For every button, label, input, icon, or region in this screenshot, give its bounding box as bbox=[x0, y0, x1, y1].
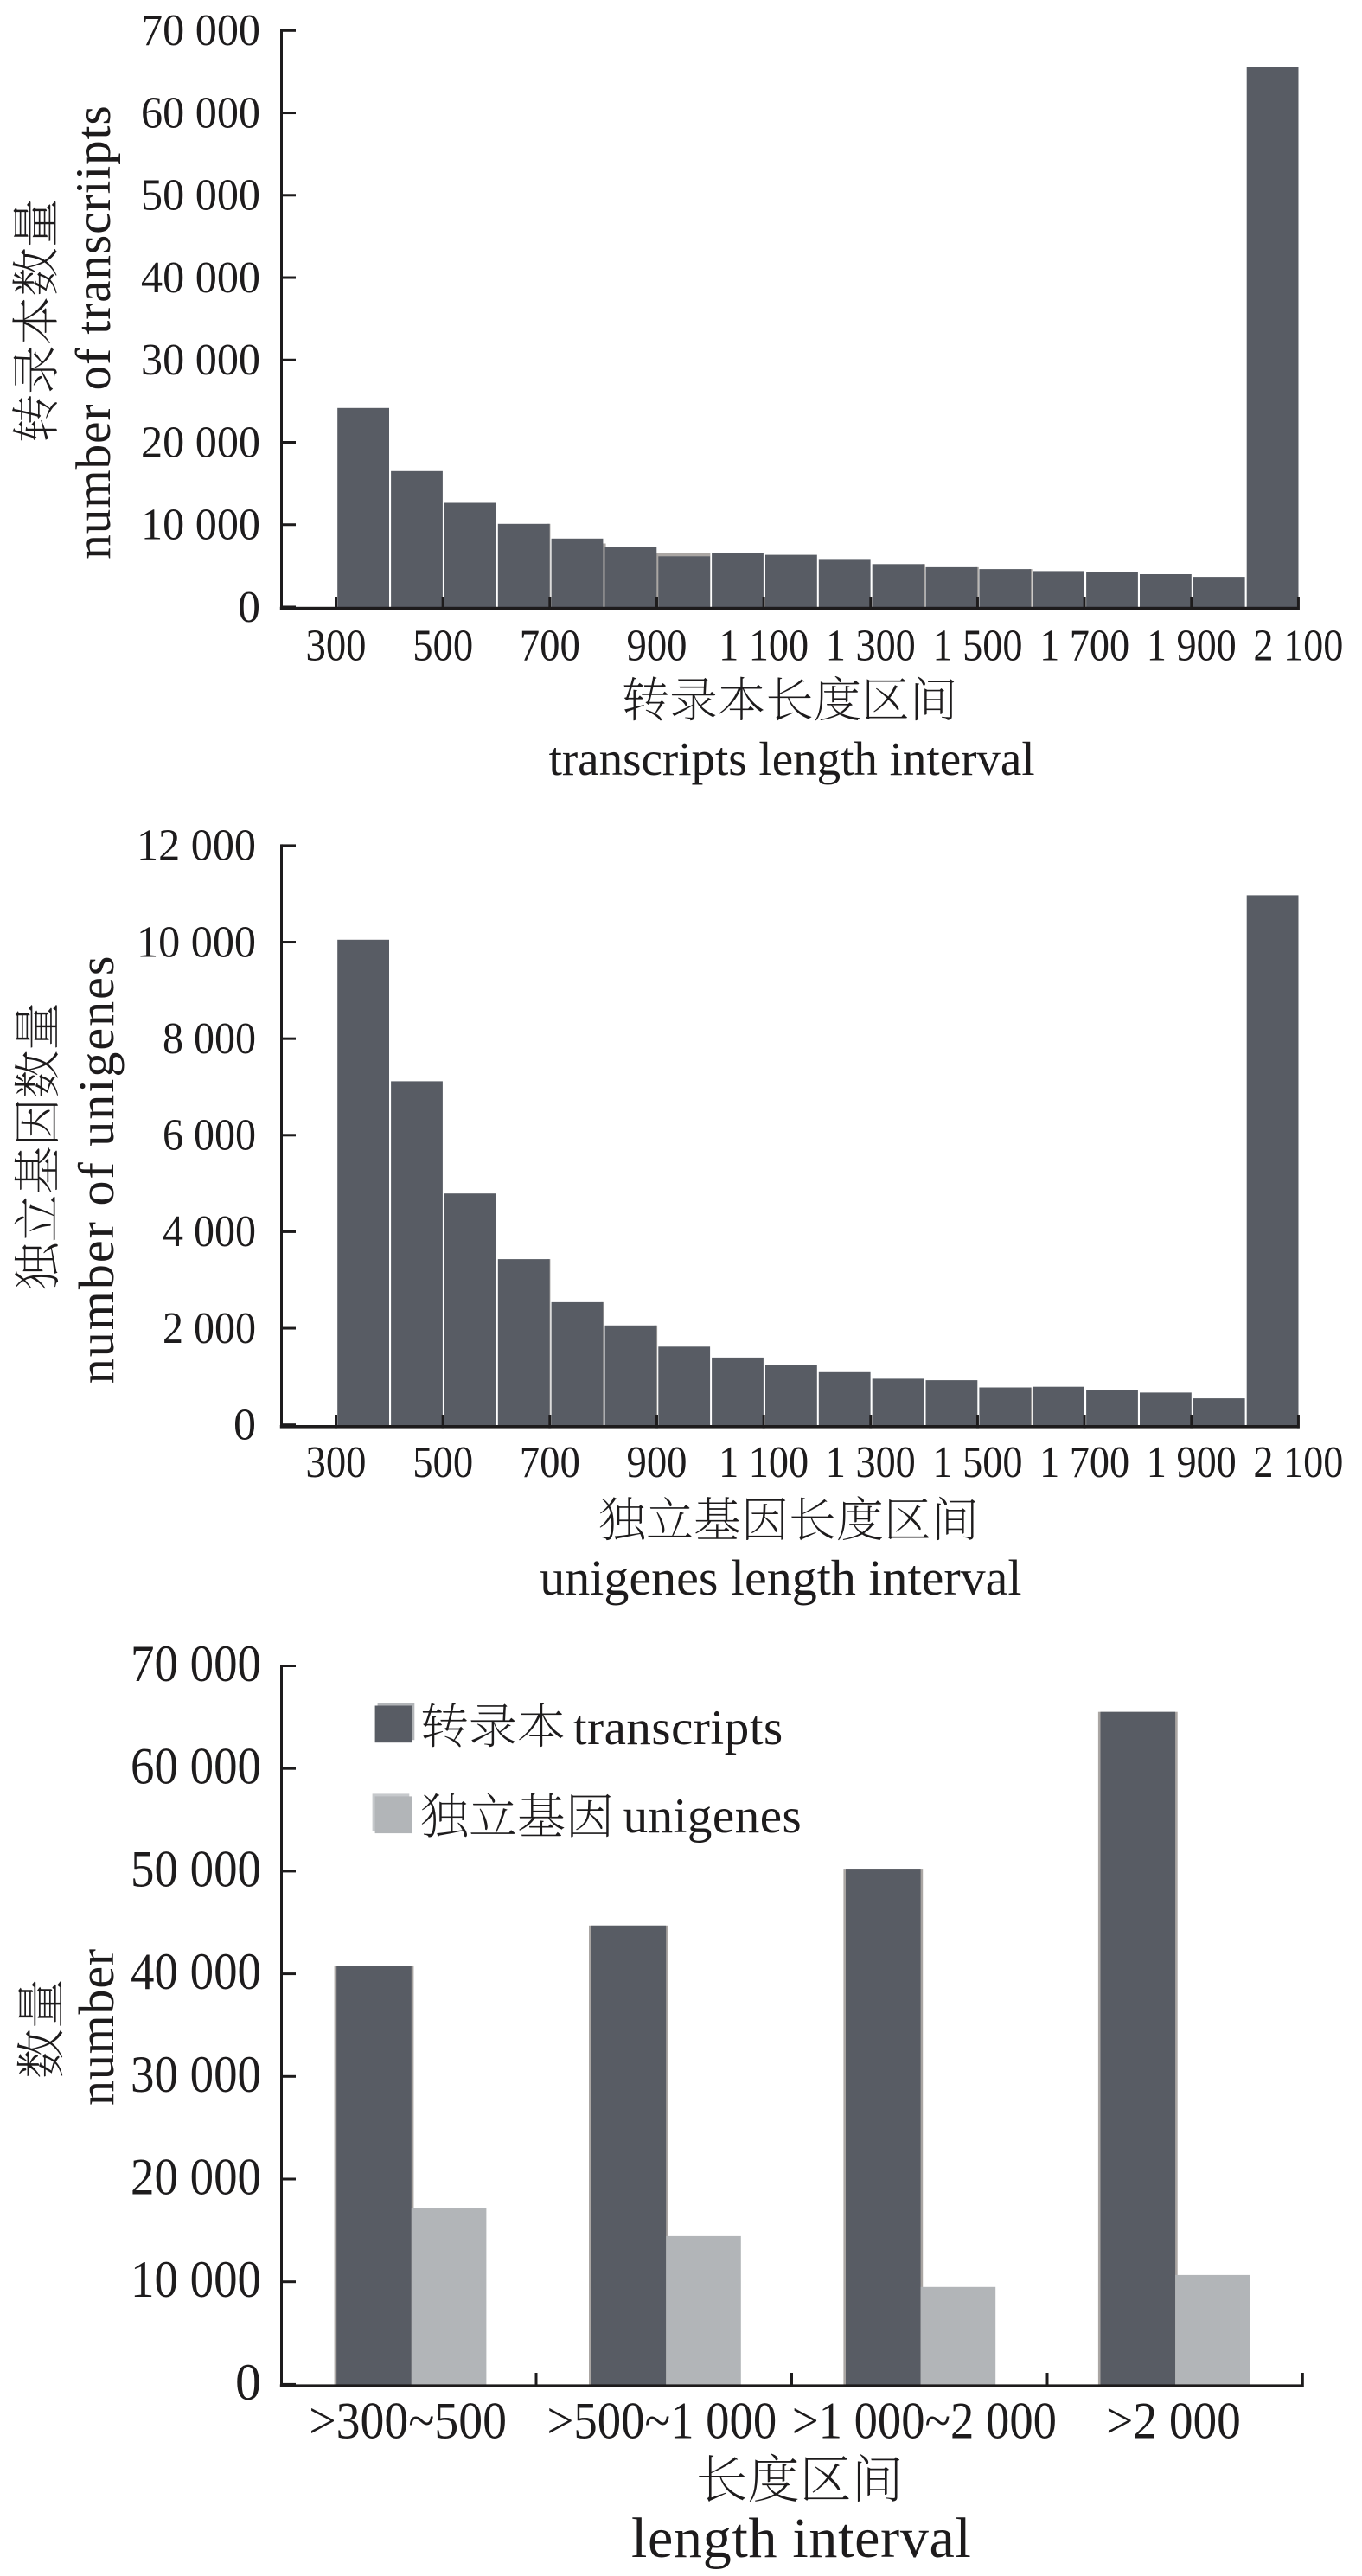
svg-text:70 000: 70 000 bbox=[141, 6, 260, 55]
svg-text:unigenes length interval: unigenes length interval bbox=[540, 1550, 1021, 1606]
svg-text:40 000: 40 000 bbox=[141, 253, 260, 303]
svg-text:2 100: 2 100 bbox=[1253, 1438, 1343, 1487]
svg-text:2 000: 2 000 bbox=[163, 1304, 256, 1353]
svg-text:500: 500 bbox=[412, 621, 473, 670]
svg-text:60 000: 60 000 bbox=[131, 1738, 261, 1795]
svg-text:1 900: 1 900 bbox=[1147, 1438, 1237, 1487]
svg-text:1 100: 1 100 bbox=[719, 621, 809, 670]
svg-text:20 000: 20 000 bbox=[141, 418, 260, 467]
svg-text:>2 000: >2 000 bbox=[1106, 2392, 1241, 2449]
svg-text:4 000: 4 000 bbox=[163, 1207, 256, 1256]
svg-text:30 000: 30 000 bbox=[131, 2046, 261, 2103]
svg-text:20 000: 20 000 bbox=[131, 2149, 261, 2206]
svg-text:number of unigenes: number of unigenes bbox=[68, 955, 125, 1384]
svg-text:700: 700 bbox=[520, 621, 580, 670]
svg-text:number of transcriipts: number of transcriipts bbox=[67, 105, 121, 559]
svg-text:6 000: 6 000 bbox=[163, 1111, 256, 1160]
svg-text:500: 500 bbox=[412, 1438, 473, 1487]
svg-text:1 300: 1 300 bbox=[826, 621, 916, 670]
svg-text:1 100: 1 100 bbox=[719, 1438, 809, 1487]
svg-text:70 000: 70 000 bbox=[131, 1635, 261, 1692]
svg-text:900: 900 bbox=[627, 621, 687, 670]
svg-text:8 000: 8 000 bbox=[163, 1014, 256, 1064]
svg-text:10 000: 10 000 bbox=[131, 2251, 261, 2308]
svg-text:900: 900 bbox=[627, 1438, 687, 1487]
svg-text:10 000: 10 000 bbox=[141, 501, 260, 550]
svg-text:1 500: 1 500 bbox=[933, 621, 1023, 670]
svg-text:length interval: length interval bbox=[631, 2507, 972, 2570]
svg-text:0: 0 bbox=[238, 583, 260, 632]
svg-text:0: 0 bbox=[235, 2354, 261, 2411]
svg-text:2 100: 2 100 bbox=[1253, 621, 1343, 670]
svg-text:30 000: 30 000 bbox=[141, 336, 260, 385]
svg-text:300: 300 bbox=[306, 1438, 367, 1487]
svg-text:1 500: 1 500 bbox=[933, 1438, 1023, 1487]
svg-text:1 900: 1 900 bbox=[1147, 621, 1237, 670]
svg-text:700: 700 bbox=[520, 1438, 580, 1487]
svg-text:1 700: 1 700 bbox=[1039, 621, 1129, 670]
svg-text:transcripts length interval: transcripts length interval bbox=[549, 732, 1035, 785]
svg-text:>500~1 000: >500~1 000 bbox=[547, 2392, 777, 2449]
svg-text:60 000: 60 000 bbox=[141, 88, 260, 137]
svg-text:10 000: 10 000 bbox=[137, 917, 256, 967]
svg-text:number: number bbox=[68, 1948, 125, 2106]
svg-text:1 700: 1 700 bbox=[1039, 1438, 1129, 1487]
svg-text:1 300: 1 300 bbox=[826, 1438, 916, 1487]
svg-text:12 000: 12 000 bbox=[137, 821, 256, 871]
svg-text:unigenes: unigenes bbox=[623, 1789, 802, 1844]
svg-text:0: 0 bbox=[233, 1401, 256, 1450]
svg-text:>300~500: >300~500 bbox=[309, 2392, 507, 2449]
svg-text:50 000: 50 000 bbox=[131, 1840, 261, 1897]
svg-text:50 000: 50 000 bbox=[141, 171, 260, 221]
svg-text:300: 300 bbox=[306, 621, 367, 670]
svg-text:>1 000~2 000: >1 000~2 000 bbox=[792, 2392, 1057, 2449]
svg-text:transcripts: transcripts bbox=[573, 1701, 783, 1755]
svg-text:40 000: 40 000 bbox=[131, 1943, 261, 2000]
